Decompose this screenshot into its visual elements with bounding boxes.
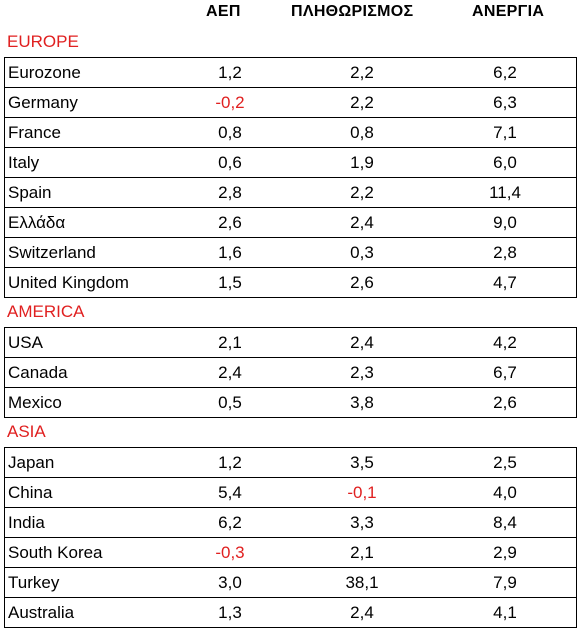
unemployment-value: 2,9 <box>493 543 517 562</box>
unemployment-value: 7,1 <box>493 123 517 142</box>
inflation-value: 2,1 <box>350 543 374 562</box>
unemployment-value: 11,4 <box>489 183 521 202</box>
unemployment-value: 6,3 <box>493 93 517 112</box>
region-table-asia: Japan 1,2 3,5 2,5 China 5,4 -0,1 4,0 Ind… <box>4 447 577 628</box>
unemployment-value: 2,8 <box>493 243 517 262</box>
country-name: Canada <box>8 363 68 382</box>
unemployment-value: 8,4 <box>493 513 517 532</box>
unemployment-value: 6,7 <box>493 363 517 382</box>
table-row: China 5,4 -0,1 4,0 <box>5 478 576 508</box>
table-row: Eurozone 1,2 2,2 6,2 <box>5 58 576 88</box>
table-row: Ελλάδα 2,6 2,4 9,0 <box>5 208 576 238</box>
inflation-value: 2,2 <box>350 63 374 82</box>
unemployment-value: 6,0 <box>493 153 517 172</box>
inflation-value: 2,3 <box>350 363 374 382</box>
unemployment-value: 4,0 <box>493 483 517 502</box>
country-name: Spain <box>8 183 52 202</box>
unemployment-value: 9,0 <box>493 213 517 232</box>
inflation-value: 2,6 <box>350 273 374 292</box>
unemployment-value: 4,1 <box>493 603 517 622</box>
gdp-value: 0,8 <box>218 123 242 142</box>
inflation-value: 2,2 <box>350 183 374 202</box>
table-row: India 6,2 3,3 8,4 <box>5 508 576 538</box>
table-row: Australia 1,3 2,4 4,1 <box>5 598 576 628</box>
inflation-value: 2,2 <box>350 93 374 112</box>
table-row: Japan 1,2 3,5 2,5 <box>5 448 576 478</box>
gdp-value: 0,6 <box>218 153 242 172</box>
gdp-value: 2,1 <box>218 333 242 352</box>
gdp-value: 1,6 <box>218 243 242 262</box>
country-name: South Korea <box>8 543 103 562</box>
country-name: China <box>8 483 53 502</box>
table-row: Switzerland 1,6 0,3 2,8 <box>5 238 576 268</box>
inflation-value: 0,3 <box>350 243 374 262</box>
table-row: South Korea -0,3 2,1 2,9 <box>5 538 576 568</box>
country-name: Switzerland <box>8 243 96 262</box>
gdp-value: 0,5 <box>218 393 242 412</box>
gdp-value: 1,5 <box>218 273 242 292</box>
table-row: France 0,8 0,8 7,1 <box>5 118 576 148</box>
table-row: Canada 2,4 2,3 6,7 <box>5 358 576 388</box>
header-gdp: ΑΕΠ <box>206 3 241 20</box>
table-row: Italy 0,6 1,9 6,0 <box>5 148 576 178</box>
gdp-value: 2,6 <box>218 213 242 232</box>
unemployment-value: 4,7 <box>493 273 517 292</box>
gdp-value: 1,3 <box>218 603 242 622</box>
inflation-value: 3,5 <box>350 453 374 472</box>
country-name: India <box>8 513 45 532</box>
inflation-value: 38,1 <box>345 573 379 592</box>
country-name: Germany <box>8 93 78 112</box>
country-name: France <box>8 123 61 142</box>
country-name: Turkey <box>8 573 60 592</box>
region-title-europe: EUROPE <box>7 32 79 51</box>
inflation-value: -0,1 <box>347 483 377 502</box>
gdp-value: -0,3 <box>215 543 245 562</box>
gdp-value: 6,2 <box>218 513 242 532</box>
region-table-america: USA 2,1 2,4 4,2 Canada 2,4 2,3 6,7 Mexic… <box>4 327 577 418</box>
header-inflation: ΠΛΗΘΩΡΙΣΜΟΣ <box>291 3 414 20</box>
gdp-value: 1,2 <box>218 63 242 82</box>
gdp-value: 2,8 <box>218 183 242 202</box>
inflation-value: 2,4 <box>350 213 374 232</box>
country-name: Ελλάδα <box>8 213 66 232</box>
unemployment-value: 2,5 <box>493 453 517 472</box>
table-row: Turkey 3,0 38,1 7,9 <box>5 568 576 598</box>
country-name: USA <box>8 333 43 352</box>
table-row: Spain 2,8 2,2 11,4 <box>5 178 576 208</box>
table-row: United Kingdom 1,5 2,6 4,7 <box>5 268 576 298</box>
table-row: Mexico 0,5 3,8 2,6 <box>5 388 576 418</box>
inflation-value: 2,4 <box>350 333 374 352</box>
table-row: Germany -0,2 2,2 6,3 <box>5 88 576 118</box>
country-name: Mexico <box>8 393 62 412</box>
unemployment-value: 6,2 <box>493 63 517 82</box>
inflation-value: 0,8 <box>350 123 374 142</box>
country-name: Italy <box>8 153 40 172</box>
region-title-asia: ASIA <box>7 422 46 441</box>
column-header-row: ΑΕΠ ΠΛΗΘΩΡΙΣΜΟΣ ΑΝΕΡΓΙΑ <box>0 0 583 30</box>
inflation-value: 1,9 <box>350 153 374 172</box>
inflation-value: 2,4 <box>350 603 374 622</box>
country-name: Japan <box>8 453 55 472</box>
gdp-value: 1,2 <box>218 453 242 472</box>
table-row: USA 2,1 2,4 4,2 <box>5 328 576 358</box>
unemployment-value: 4,2 <box>493 333 517 352</box>
header-unemployment: ΑΝΕΡΓΙΑ <box>472 3 545 20</box>
gdp-value: 2,4 <box>218 363 242 382</box>
country-name: United Kingdom <box>8 273 129 292</box>
gdp-value: 3,0 <box>218 573 242 592</box>
region-title-america: AMERICA <box>7 302 85 321</box>
region-table-europe: Eurozone 1,2 2,2 6,2 Germany -0,2 2,2 6,… <box>4 57 577 298</box>
unemployment-value: 2,6 <box>493 393 517 412</box>
country-name: Australia <box>8 603 75 622</box>
gdp-value: 5,4 <box>218 483 242 502</box>
inflation-value: 3,8 <box>350 393 374 412</box>
country-name: Eurozone <box>8 63 81 82</box>
unemployment-value: 7,9 <box>493 573 517 592</box>
inflation-value: 3,3 <box>350 513 374 532</box>
gdp-value: -0,2 <box>215 93 245 112</box>
